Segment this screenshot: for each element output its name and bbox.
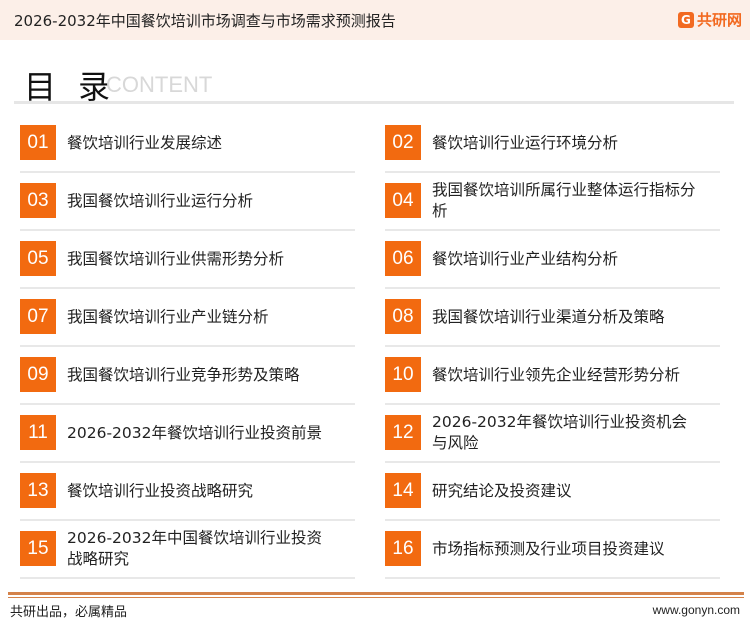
toc-item-label: 研究结论及投资建议 — [432, 481, 572, 500]
toc-item-label: 餐饮培训行业投资战略研究 — [67, 481, 254, 500]
toc-item-label: 餐饮培训行业发展综述 — [67, 133, 223, 152]
footer-divider-thin — [8, 597, 744, 598]
toc-separator — [20, 229, 355, 231]
toc-item[interactable]: 03 我国餐饮培训行业运行分析 — [20, 173, 355, 231]
toc-item[interactable]: 08 我国餐饮培训行业渠道分析及策略 — [385, 289, 720, 347]
toc-item[interactable]: 13 餐饮培训行业投资战略研究 — [20, 463, 355, 521]
toc-item-label: 我国餐饮培训行业竞争形势及策略 — [67, 365, 300, 384]
toc-item-label: 我国餐饮培训行业渠道分析及策略 — [432, 307, 665, 326]
toc-separator — [20, 403, 355, 405]
toc-item-number: 05 — [20, 241, 56, 276]
logo: G 共研网 — [677, 9, 742, 30]
toc-separator — [385, 229, 720, 231]
toc-item-number: 15 — [20, 531, 56, 566]
toc-separator — [20, 577, 355, 579]
report-title: 2026-2032年中国餐饮培训市场调查与市场需求预测报告 — [14, 12, 396, 30]
toc-separator — [20, 171, 355, 173]
toc-item-number: 02 — [385, 125, 421, 160]
toc-separator — [20, 287, 355, 289]
toc-separator — [20, 461, 355, 463]
toc-item-number: 07 — [20, 299, 56, 334]
toc-item-number: 10 — [385, 357, 421, 392]
toc-item-number: 09 — [20, 357, 56, 392]
toc-item-number: 14 — [385, 473, 421, 508]
header-bar: 2026-2032年中国餐饮培训市场调查与市场需求预测报告 G 共研网 — [0, 0, 750, 40]
logo-mark-icon: G — [677, 11, 694, 28]
toc-separator — [385, 577, 720, 579]
logo-text: 共研网 — [696, 11, 742, 29]
toc-separator — [385, 461, 720, 463]
divider — [14, 101, 734, 104]
toc-item-number: 16 — [385, 531, 421, 566]
toc-item-label: 餐饮培训行业产业结构分析 — [432, 249, 619, 268]
toc-item[interactable]: 05 我国餐饮培训行业供需形势分析 — [20, 231, 355, 289]
toc-item[interactable]: 15 2026-2032年中国餐饮培训行业投资战略研究 — [20, 521, 355, 579]
toc-item[interactable]: 14 研究结论及投资建议 — [385, 463, 720, 521]
toc-item[interactable]: 11 2026-2032年餐饮培训行业投资前景 — [20, 405, 355, 463]
toc-item[interactable]: 02 餐饮培训行业运行环境分析 — [385, 115, 720, 173]
toc-item[interactable]: 12 2026-2032年餐饮培训行业投资机会与风险 — [385, 405, 720, 463]
toc-separator — [385, 403, 720, 405]
toc-item-label: 我国餐饮培训行业产业链分析 — [67, 307, 269, 326]
toc-item-number: 08 — [385, 299, 421, 334]
toc-item-label: 餐饮培训行业领先企业经营形势分析 — [432, 365, 681, 384]
toc-item-number: 06 — [385, 241, 421, 276]
toc-item-number: 13 — [20, 473, 56, 508]
toc-item[interactable]: 09 我国餐饮培训行业竞争形势及策略 — [20, 347, 355, 405]
toc-item[interactable]: 01 餐饮培训行业发展综述 — [20, 115, 355, 173]
toc-item-number: 03 — [20, 183, 56, 218]
toc-subtitle: CONTENT — [106, 72, 213, 97]
toc-separator — [385, 345, 720, 347]
toc-item-label: 我国餐饮培训行业运行分析 — [67, 191, 254, 210]
toc-item-label: 2026-2032年中国餐饮培训行业投资战略研究 — [67, 529, 322, 568]
toc-item-number: 12 — [385, 415, 421, 450]
toc-item[interactable]: 07 我国餐饮培训行业产业链分析 — [20, 289, 355, 347]
toc-item-label: 餐饮培训行业运行环境分析 — [432, 133, 619, 152]
toc-item-label: 我国餐饮培训行业供需形势分析 — [67, 249, 285, 268]
toc-item-number: 04 — [385, 183, 421, 218]
toc-separator — [20, 519, 355, 521]
toc-item-label: 我国餐饮培训所属行业整体运行指标分析 — [432, 181, 696, 220]
toc-item-number: 01 — [20, 125, 56, 160]
toc-item[interactable]: 16 市场指标预测及行业项目投资建议 — [385, 521, 720, 579]
footer-slogan: 共研出品，必属精品 — [10, 605, 128, 620]
footer-divider — [8, 592, 744, 595]
toc-item-label: 市场指标预测及行业项目投资建议 — [432, 539, 665, 558]
toc-separator — [385, 171, 720, 173]
toc-separator — [20, 345, 355, 347]
toc-separator — [385, 519, 720, 521]
toc-item[interactable]: 10 餐饮培训行业领先企业经营形势分析 — [385, 347, 720, 405]
footer-url[interactable]: www.gonyn.com — [652, 603, 740, 617]
toc-title: 目 录 — [24, 68, 117, 106]
toc-item-number: 11 — [20, 415, 56, 450]
toc-item[interactable]: 06 餐饮培训行业产业结构分析 — [385, 231, 720, 289]
toc-item-label: 2026-2032年餐饮培训行业投资前景 — [67, 423, 322, 442]
toc-item[interactable]: 04 我国餐饮培训所属行业整体运行指标分析 — [385, 173, 720, 231]
toc-item-label: 2026-2032年餐饮培训行业投资机会与风险 — [432, 413, 687, 452]
toc-separator — [385, 287, 720, 289]
